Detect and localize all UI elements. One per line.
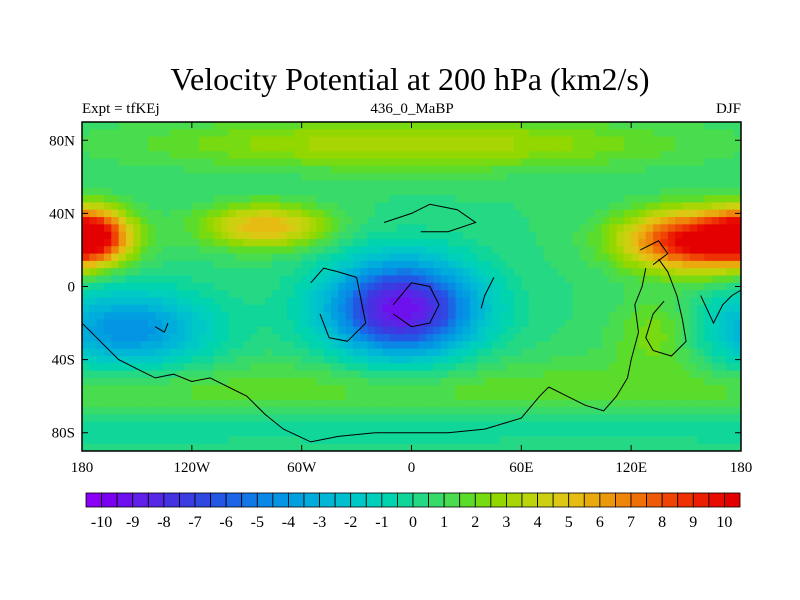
colorbar-label: 6 [596, 514, 604, 531]
x-tick-label: 180 [71, 460, 94, 476]
y-tick-label: 0 [68, 280, 76, 296]
y-axis: 80N 40N 0 40S 80S [49, 133, 741, 442]
colorbar-box [225, 492, 243, 508]
colorbar-box [334, 492, 352, 508]
x-tick-label: 120W [173, 460, 211, 476]
colorbar-label: -2 [344, 514, 357, 531]
coastline-segment [154, 322, 169, 333]
colorbar-box [85, 492, 102, 508]
chart-title: Velocity Potential at 200 hPa (km2/s) [170, 61, 649, 97]
colorbar-label: 3 [502, 514, 510, 531]
y-tick-label: 80N [49, 133, 75, 149]
colorbar-label: -9 [126, 514, 139, 531]
colorbar-box [412, 492, 429, 508]
colorbar-label: -1 [375, 514, 388, 531]
colorbar-box [583, 492, 601, 508]
colorbar-label: -4 [282, 514, 295, 531]
colorbar-box [646, 492, 663, 508]
coastline-segment [392, 282, 440, 328]
x-tick-label: 60W [287, 460, 317, 476]
map-area [81, 121, 742, 452]
coastline-segment [548, 268, 647, 412]
colorbar-box [521, 492, 538, 508]
colorbar-label: 10 [716, 514, 732, 531]
colorbar-box [179, 492, 196, 508]
coastline-segment [82, 322, 550, 443]
velocity-potential-field [82, 122, 741, 451]
colorbar-box [272, 492, 289, 508]
colorbar-box [537, 492, 554, 508]
colorbar-box [381, 492, 398, 508]
colorbar-box [552, 492, 570, 508]
x-tick-label: 60E [509, 460, 533, 476]
colorbar-box [490, 492, 507, 508]
colorbar-box [630, 492, 647, 508]
colorbar-box [256, 492, 274, 508]
x-axis: 180 120W 60W 0 60E 120E 180 [71, 122, 753, 476]
x-tick-label: 120E [615, 460, 647, 476]
colorbar-box [194, 492, 211, 508]
colorbar-box [568, 492, 585, 508]
coastline-segment [700, 289, 741, 325]
colorbar-box [288, 492, 305, 508]
colorbar-box [615, 492, 632, 508]
colorbar-label: 0 [409, 514, 417, 531]
colorbar-label: 1 [440, 514, 448, 531]
colorbar-box [397, 492, 414, 508]
colorbar-box [724, 492, 741, 508]
colorbar-label: 5 [565, 514, 573, 531]
colorbar-box [443, 492, 461, 508]
colorbar-label: -6 [219, 514, 232, 531]
colorbar-box [132, 492, 149, 508]
colorbar-label: 2 [471, 514, 479, 531]
coastline-segment [480, 277, 495, 309]
colorbar-box [599, 492, 616, 508]
colorbar-box [303, 492, 320, 508]
colorbar-label: -5 [251, 514, 264, 531]
colorbar-box [163, 492, 180, 508]
colorbar-box [101, 492, 118, 508]
y-tick-label: 80S [52, 426, 75, 442]
colorbar-label: 7 [627, 514, 635, 531]
coastline-outline [82, 203, 741, 443]
colorbar-label: -10 [91, 514, 112, 531]
colorbar: -10 -9 -8 -7 -6 -5 -4 -3 -2 -1 0 1 2 3 4 5 6 7 8 9 10 [85, 492, 741, 531]
colorbar-box [350, 492, 367, 508]
colorbar-box [319, 492, 336, 508]
colorbar-box [677, 492, 694, 508]
season-label: DJF [716, 101, 741, 117]
run-label: 436_0_MaBP [370, 101, 453, 117]
colorbar-label: -3 [313, 514, 326, 531]
colorbar-box [147, 492, 165, 508]
coastline-segment [645, 258, 687, 357]
colorbar-box [241, 492, 258, 508]
y-tick-label: 40S [52, 353, 75, 369]
colorbar-label: 9 [689, 514, 697, 531]
colorbar-box [116, 492, 134, 508]
coastline-segment [640, 240, 669, 266]
colorbar-box [210, 492, 227, 508]
colorbar-box [428, 492, 445, 508]
colorbar-box [474, 492, 492, 508]
colorbar-box [506, 492, 523, 508]
coastline-segment [383, 203, 477, 233]
colorbar-box [459, 492, 476, 508]
colorbar-box [661, 492, 679, 508]
colorbar-box [365, 492, 383, 508]
experiment-label: Expt = tfKEj [82, 101, 160, 117]
x-tick-label: 180 [730, 460, 753, 476]
coastline-segment [310, 267, 367, 342]
x-tick-label: 0 [408, 460, 416, 476]
colorbar-label: -8 [157, 514, 170, 531]
colorbar-box [692, 492, 710, 508]
colorbar-label: 4 [534, 514, 542, 531]
colorbar-label: -7 [188, 514, 201, 531]
y-tick-label: 40N [49, 206, 75, 222]
colorbar-label: 8 [658, 514, 666, 531]
colorbar-box [708, 492, 725, 508]
